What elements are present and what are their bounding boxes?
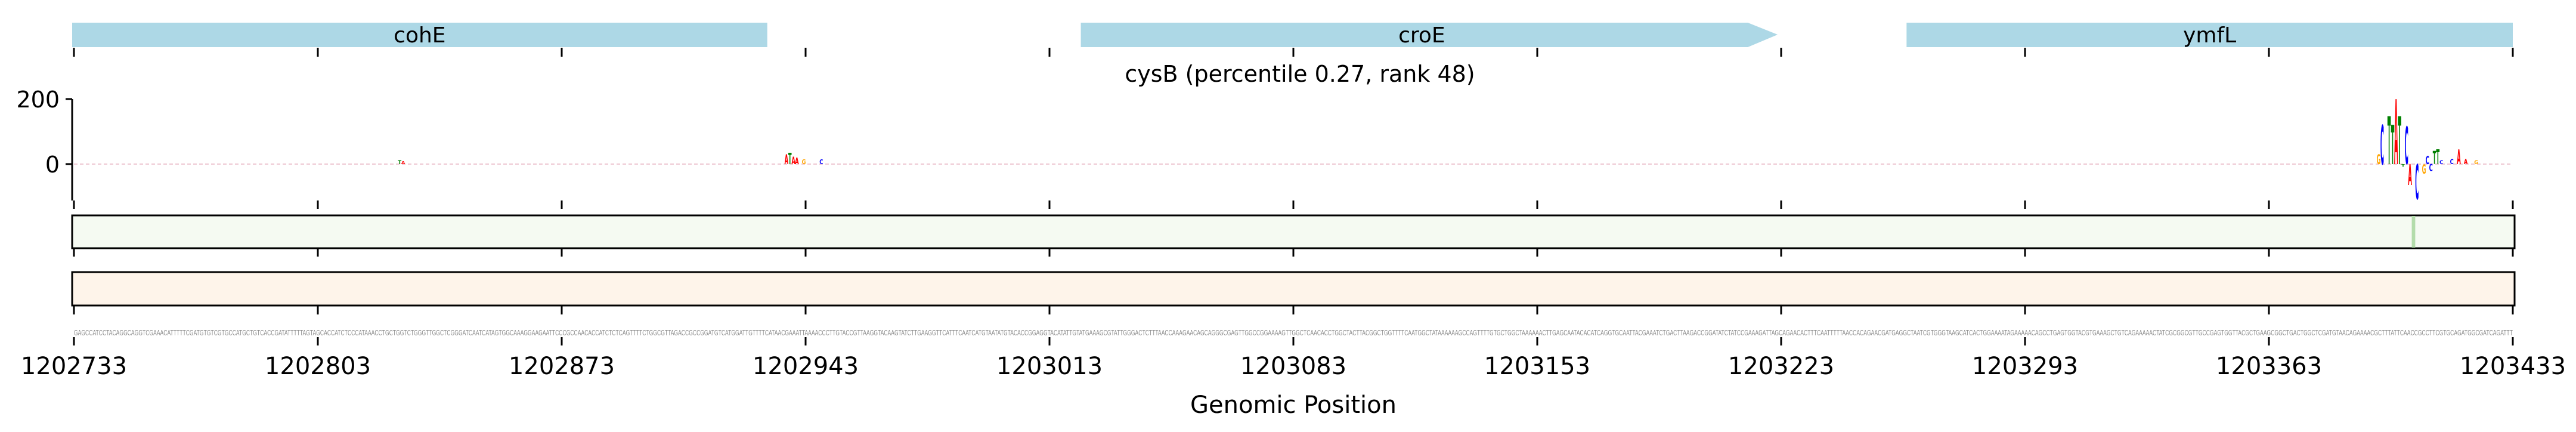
logo-letter-T: T [398, 160, 401, 166]
logo-letter-G: G [2474, 160, 2478, 166]
y-tick-label: 0 [45, 152, 60, 178]
x-tick-label: 1203153 [1484, 353, 1590, 380]
logo-letter-T: T [2388, 104, 2391, 180]
logo-letter-T: T [788, 150, 792, 168]
logo-letter-C: C [2429, 163, 2433, 174]
gene-track: cohE croE ymfL [72, 23, 2513, 48]
gene-arrow [1080, 23, 1778, 47]
logo-letter-A: A [2394, 82, 2398, 186]
logo-letter-T: T [2401, 163, 2405, 168]
logo-letter-C: C [2450, 159, 2454, 166]
logo-letter-A: A [791, 156, 795, 167]
logo-letter-C: C [2415, 155, 2419, 211]
logo-letter-T: T [2436, 145, 2440, 169]
chart-title: cysB (percentile 0.27, rank 48) [1125, 61, 1475, 87]
logo-letter-T: T [2433, 149, 2436, 169]
logo-letter-A: A [2408, 159, 2412, 193]
logo-letter-G: G [802, 159, 806, 166]
x-tick-label: 1202943 [753, 353, 859, 380]
logo-letter-C: C [2380, 115, 2384, 178]
gene-label: ymfL [2183, 23, 2236, 48]
logo-letter-A: A [2457, 145, 2460, 169]
logo-letter-A: A [785, 152, 788, 168]
x-tick-label: 1203293 [1972, 353, 2078, 380]
x-tick-label: 1203083 [1240, 353, 1346, 380]
sequence-logo: T A A T A A G C G C T T A T T C A C GCC T T C C A A G [74, 82, 2513, 211]
logo-letter-G: G [2377, 152, 2381, 168]
x-tick-label: 1202803 [265, 353, 371, 380]
track-1 [71, 214, 2516, 249]
x-axis-label: Genomic Position [1190, 391, 1397, 419]
heatmap-tracks [71, 214, 2516, 307]
gene-label: croE [1398, 23, 1445, 48]
y-axis: 200 0 [16, 87, 73, 200]
logo-letter-C: C [2405, 116, 2408, 177]
track-1-highlight [2411, 216, 2416, 248]
logo-letter-C: C [819, 159, 823, 166]
logo-letter-A: A [401, 160, 405, 165]
gene-bar [72, 23, 767, 47]
x-tick-label: 1203013 [996, 353, 1103, 380]
logo-letter-T: T [2398, 104, 2401, 180]
dna-sequence: GAGCCATCCTACAGGCAGGTCGAAACATTTTTCGATGTGT… [74, 328, 2513, 337]
x-tick-labels: 1202733 1202803 1202873 1202943 1203013 12030… [21, 353, 2566, 380]
logo-letter-A: A [2464, 159, 2468, 166]
tick-marks [73, 48, 2514, 345]
x-tick-label: 1202733 [21, 353, 127, 380]
logo-letter-G: G [2422, 162, 2426, 177]
y-tick-label: 200 [16, 87, 60, 113]
track-2 [71, 271, 2516, 307]
x-tick-label: 1203363 [2216, 353, 2322, 380]
logo-letter-C: C [2439, 160, 2443, 166]
logo-letter-T: T [2391, 115, 2395, 178]
gene-label: cohE [394, 23, 445, 48]
x-tick-label: 1203223 [1728, 353, 1834, 380]
logo-letter-C: C [2426, 155, 2429, 168]
x-tick-label: 1202873 [509, 353, 615, 380]
gene-bar [1906, 23, 2513, 47]
x-tick-label: 1203433 [2460, 353, 2566, 380]
logo-letter-A: A [795, 156, 799, 166]
